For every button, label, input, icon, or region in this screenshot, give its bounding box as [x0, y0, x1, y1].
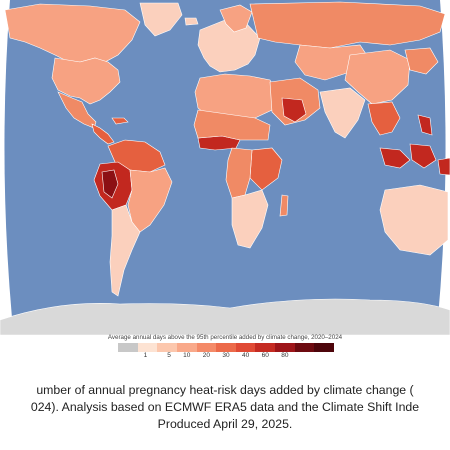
legend-tick-label: 10: [183, 352, 191, 359]
region-southeast-asia: [367, 101, 401, 136]
region-usa: [51, 57, 121, 105]
region-russia: [249, 1, 446, 49]
legend-color-bar: [118, 343, 335, 352]
legend-swatch: [176, 343, 197, 352]
region-sahel: [193, 109, 271, 141]
region-east-asia: [404, 47, 439, 75]
region-australia: [379, 184, 449, 256]
map-canvas: [0, 0, 450, 335]
legend-ticks: 1 5 10 20 30 40 60 80: [0, 352, 450, 362]
legend-tick-label: 1: [143, 352, 148, 359]
region-north-africa: [194, 73, 279, 121]
region-caribbean: [111, 117, 129, 125]
legend-swatch: [118, 343, 138, 352]
caption-line-3: Produced April 29, 2025.: [157, 417, 293, 431]
legend-tick-label: 20: [202, 352, 210, 359]
legend-swatch: [255, 343, 276, 352]
caption-line-2: 024). Analysis based on ECMWF ERA5 data …: [30, 400, 420, 414]
region-arabia: [281, 97, 307, 123]
legend-tick-label: 80: [281, 352, 289, 359]
region-philippines: [417, 114, 433, 136]
region-peru-core: [101, 169, 119, 199]
legend-swatch: [137, 343, 158, 352]
legend-tick-label: 30: [222, 352, 230, 359]
region-borneo: [409, 143, 437, 169]
legend-swatch: [235, 343, 256, 352]
caption: umber of annual pregnancy heat-risk days…: [0, 382, 450, 433]
legend-swatch: [196, 343, 217, 352]
legend-swatch: [294, 343, 315, 352]
region-indonesia-west: [379, 147, 411, 169]
legend-tick-label: 60: [261, 352, 269, 359]
region-southern-cone: [109, 204, 141, 297]
legend-tick-label: 5: [167, 352, 171, 359]
region-brazil: [127, 167, 173, 233]
world-map: [0, 0, 450, 335]
region-madagascar: [279, 194, 289, 217]
region-central-america: [91, 123, 115, 145]
region-antarctica: [0, 298, 450, 335]
region-iceland: [184, 17, 199, 26]
caption-line-1: umber of annual pregnancy heat-risk days…: [36, 383, 414, 397]
region-greenland: [139, 2, 183, 37]
region-china: [344, 49, 411, 105]
legend-swatch: [216, 343, 236, 352]
legend-title: Average annual days above the 95th perce…: [107, 334, 343, 341]
region-southern-africa: [231, 189, 269, 249]
region-india: [319, 87, 366, 139]
region-mexico: [57, 91, 97, 129]
legend-swatch: [157, 343, 177, 352]
legend-swatch: [275, 343, 295, 352]
legend-swatch: [314, 343, 335, 352]
legend-tick-label: 40: [242, 352, 250, 359]
region-png: [437, 157, 450, 176]
region-scandinavia: [219, 4, 253, 33]
